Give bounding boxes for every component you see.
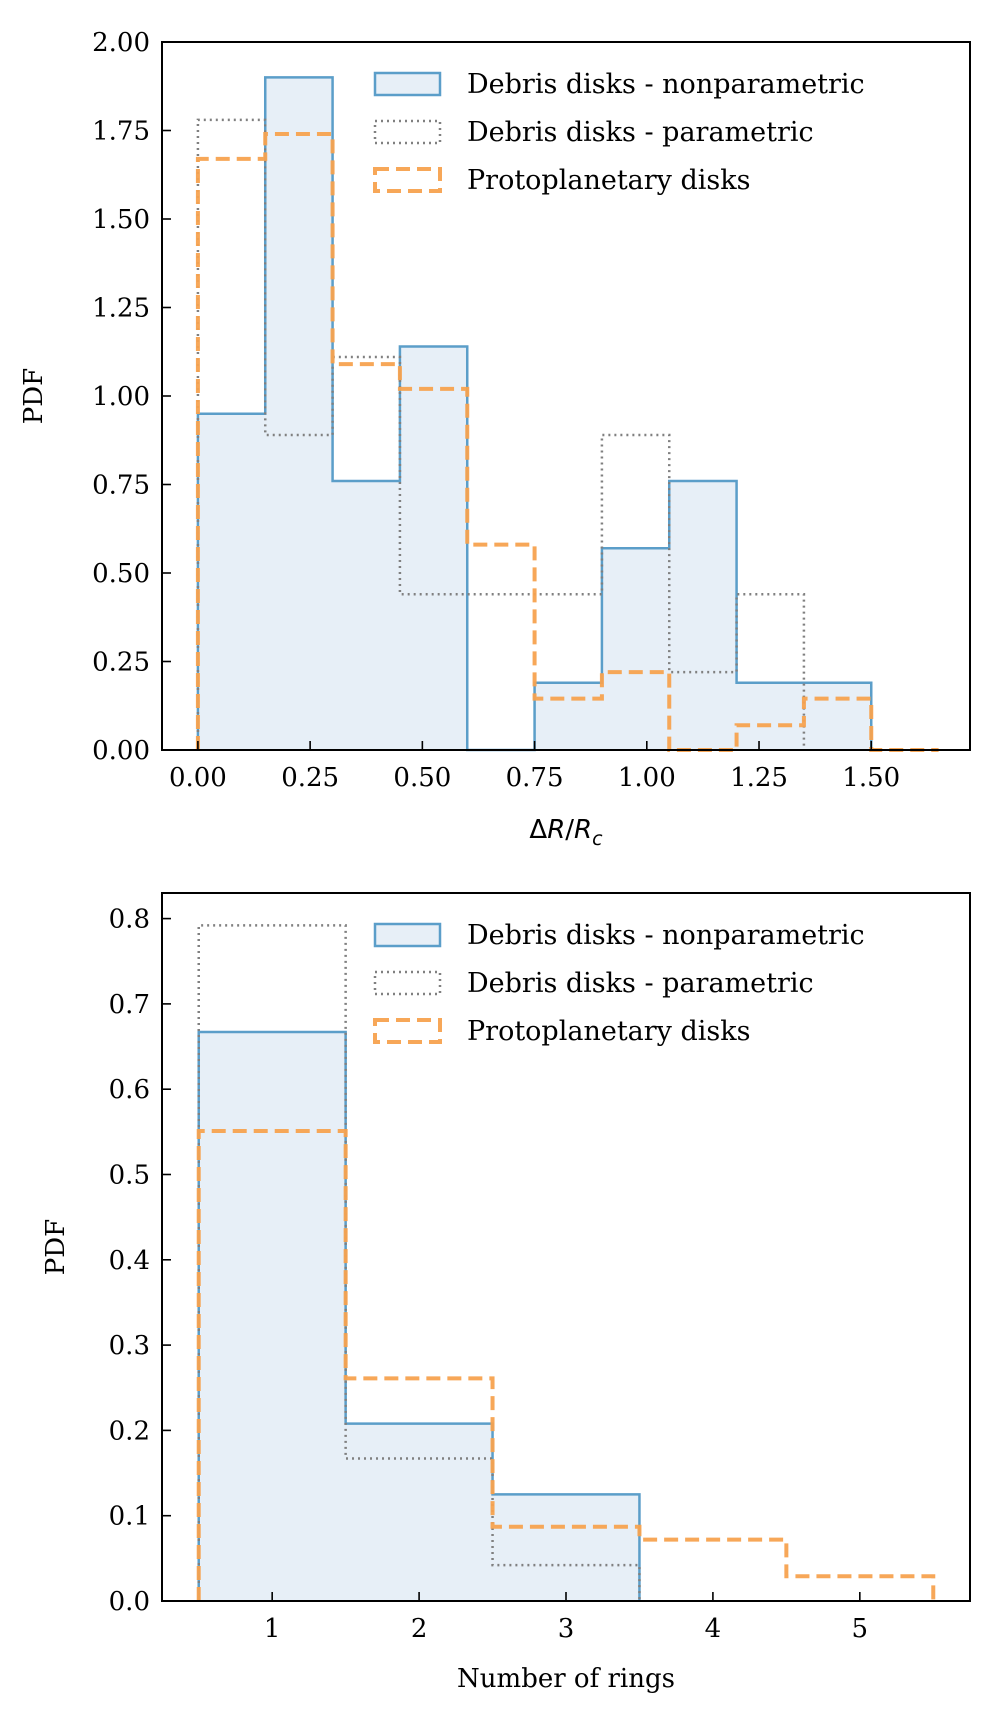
legend-label: Protoplanetary disks: [467, 1016, 751, 1047]
y-tick-label: 0.0: [109, 1587, 150, 1617]
y-tick-label: 0.2: [109, 1416, 150, 1446]
y-tick-label: 0.6: [109, 1075, 150, 1105]
series-dashed-bar-3: [639, 1540, 786, 1601]
legend-label: Debris disks - nonparametric: [467, 69, 865, 100]
x-tick-label: 2: [411, 1614, 428, 1644]
y-tick-label: 0.5: [109, 1160, 150, 1190]
x-tick-label: 0.75: [506, 763, 564, 793]
series-dashed-outline: [196, 1128, 936, 1601]
legend-label: Debris disks - parametric: [467, 117, 814, 148]
y-tick-label: 0.3: [109, 1331, 150, 1361]
series-dotted-outline: [197, 924, 641, 1601]
y-tick-label: 1.50: [92, 205, 150, 235]
y-tick-label: 0.00: [92, 736, 150, 766]
y-tick-label: 0.50: [92, 559, 150, 589]
x-axis-label: Number of rings: [457, 1664, 675, 1694]
x-tick-label: 4: [705, 1614, 722, 1644]
legend-swatch-dotted: [373, 970, 442, 996]
y-axis-label: PDF: [19, 368, 49, 424]
x-tick-label: 1: [264, 1614, 281, 1644]
bottom-histogram-panel: 1 2 3 4 5 0.0 0.1 0.2 0.3 0.4 0.5 0.6 0.7 0.8 PDF Numbe…: [41, 892, 971, 1694]
y-axis-label: PDF: [41, 1219, 71, 1275]
series-dotted-outline: [196, 118, 806, 750]
x-tick-label: 0.25: [281, 763, 339, 793]
legend-swatch-solid: [373, 71, 442, 97]
y-tick-label: 2.00: [92, 28, 150, 58]
legend-label: Protoplanetary disks: [467, 165, 751, 196]
x-tick-label: 1.00: [618, 763, 676, 793]
x-tick-label: 1.50: [842, 763, 900, 793]
x-axis-label: ΔR/Rc: [529, 815, 603, 850]
series-solid-outline: [197, 1030, 641, 1601]
legend-swatch-dotted: [373, 119, 442, 145]
x-tick-label: 3: [558, 1614, 575, 1644]
y-tick-label: 0.7: [109, 990, 150, 1020]
legend-swatch-solid: [373, 922, 442, 948]
series-dashed-outline: [195, 132, 939, 752]
x-tick-label: 5: [852, 1614, 869, 1644]
series-solid-fill: [198, 1032, 640, 1601]
y-tick-label: 0.75: [92, 471, 150, 501]
y-tick-label: 0.4: [109, 1246, 150, 1276]
series-solid-fill: [197, 77, 872, 750]
y-tick-label: 0.25: [92, 648, 150, 678]
series-dashed-bar-4: [467, 545, 534, 750]
y-tick-label: 1.00: [92, 382, 150, 412]
legend-swatch-dashed: [373, 1018, 442, 1044]
top-histogram-panel: 0.00 0.25 0.50 0.75 1.00 1.25 1.50 0.00 0.25 0.50…: [19, 28, 971, 850]
legend-swatch-dashed: [373, 167, 442, 193]
series-dotted-bar-4: [467, 594, 534, 750]
x-tick-label: 0.50: [393, 763, 451, 793]
legend-label: Debris disks - nonparametric: [467, 920, 865, 951]
x-tick-label: 1.25: [730, 763, 788, 793]
x-tick-label: 0.00: [169, 763, 227, 793]
legend-label: Debris disks - parametric: [467, 968, 814, 999]
y-tick-label: 0.8: [109, 905, 150, 935]
y-tick-label: 0.1: [109, 1502, 150, 1532]
y-tick-label: 1.75: [92, 117, 150, 147]
y-tick-label: 1.25: [92, 294, 150, 324]
